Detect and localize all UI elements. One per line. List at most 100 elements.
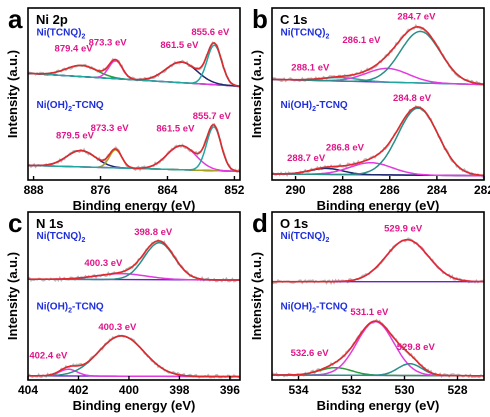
sample-label: Ni(OH)2-TCNQ [36,301,103,314]
panel-letter: a [8,4,23,34]
sample-subscript: 2 [68,106,72,113]
fit-envelope-line [28,124,240,173]
core-level-label: N 1s [36,216,63,231]
peak-label: 288.7 eV [287,153,326,164]
component-284.8-line [272,107,484,177]
peak-label: 855.6 eV [191,27,230,38]
peak-label: 400.3 eV [84,258,123,269]
x-tick-label: 290 [286,183,306,197]
y-axis-title: Intensity (a.u.) [5,252,20,340]
panel-letter: b [252,4,268,34]
peak-label: 855.7 eV [193,111,232,122]
fit-envelope-line [28,239,240,281]
fit-envelope-line [272,106,484,177]
peak-label: 861.5 eV [156,124,195,135]
x-tick-label: 284 [427,183,447,197]
fit-envelope-line [272,320,484,377]
x-tick-label: 398 [169,383,189,397]
sample-name: Ni(OH) [280,301,312,312]
panel-c: 400.3 eV 398.8 eV Ni(TCNQ)2 402.4 eV 400.3 e… [5,208,241,413]
sample-subscript: 2 [325,34,329,41]
x-tick-label: 282 [474,183,490,197]
component-873.3-line [28,59,240,88]
y-axis-title: Intensity (a.u.) [5,50,20,138]
sample-label: Ni(TCNQ)2 [280,231,329,244]
peak-label: 873.3 eV [91,123,130,134]
x-tick-label: 396 [220,383,240,397]
sample-name: Ni(TCNQ) [280,28,325,39]
sample-label: Ni(TCNQ)2 [36,231,85,244]
sample-name: Ni(OH) [280,100,312,111]
plot-area [28,238,240,380]
x-tick-label: 864 [157,183,177,197]
sample-suffix: -TCNQ [316,100,348,111]
x-tick-label: 876 [91,183,111,197]
sample-name: Ni(TCNQ) [36,28,81,39]
fit-envelope-line [272,25,484,85]
sample-subscript: 2 [81,237,85,244]
axes-frame [271,7,485,181]
sample-label: Ni(TCNQ)2 [280,28,329,41]
x-tick-label: 888 [24,183,44,197]
sample-label: Ni(OH)2-TCNQ [280,301,347,314]
core-level-label: C 1s [280,12,307,27]
peak-label: 286.1 eV [342,35,381,46]
y-axis-title: Intensity (a.u.) [249,252,264,340]
x-tick-label: 532 [341,383,361,397]
x-tick-label: 400 [119,383,139,397]
plot-area [272,237,484,379]
x-tick-label: 286 [380,183,400,197]
sample-name: Ni(TCNQ) [280,231,325,242]
x-axis-title: Binding energy (eV) [317,398,440,413]
peak-label: 879.5 eV [56,131,95,142]
sample-name: Ni(OH) [36,301,68,312]
sample-subscript: 2 [312,106,316,113]
sample-suffix: -TCNQ [72,100,104,111]
sample-label: Ni(OH)2-TCNQ [280,100,347,113]
peak-label: 286.8 eV [326,142,365,153]
sample-suffix: -TCNQ [316,301,348,312]
fit-envelope-line [272,238,484,283]
component-861.5-line [28,61,240,87]
peak-label: 529.9 eV [384,224,423,235]
sample-name: Ni(OH) [36,100,68,111]
sample-subscript: 2 [312,307,316,314]
peak-label: 879.4 eV [55,43,94,54]
x-axis-title: Binding energy (eV) [73,398,196,413]
panel-letter: c [8,208,22,238]
peak-label: 398.8 eV [134,227,173,238]
sample-suffix: -TCNQ [72,301,104,312]
x-tick-label: 402 [68,383,88,397]
sample-name: Ni(TCNQ) [36,231,81,242]
peak-label: 400.3 eV [98,322,137,333]
core-level-label: Ni 2p [36,12,68,27]
x-tick-label: 528 [447,383,467,397]
x-axis-title: Binding energy (eV) [73,198,196,213]
core-level-label: O 1s [280,216,308,231]
x-tick-label: 404 [18,383,38,397]
peak-label: 402.4 eV [29,351,68,362]
raw-data-line [28,238,240,283]
panel-letter: d [252,208,268,238]
peak-label: 288.1 eV [291,62,330,73]
x-tick-label: 530 [394,383,414,397]
peak-label: 284.8 eV [393,93,432,104]
sample-label: Ni(OH)2-TCNQ [36,100,103,113]
peak-label: 529.8 eV [397,342,436,353]
peak-label: 861.5 eV [160,40,199,51]
y-axis-title: Intensity (a.u.) [249,50,264,138]
plot-area [28,41,240,174]
axes-frame [27,211,241,381]
peak-label: 873.3 eV [89,38,128,49]
sample-subscript: 2 [81,34,85,41]
x-axis-title: Binding energy (eV) [317,198,440,213]
axes-frame [27,7,241,181]
sample-label: Ni(TCNQ)2 [36,28,85,41]
peak-label: 531.1 eV [350,307,389,318]
x-tick-label: 288 [333,183,353,197]
fit-envelope-line [28,335,240,378]
